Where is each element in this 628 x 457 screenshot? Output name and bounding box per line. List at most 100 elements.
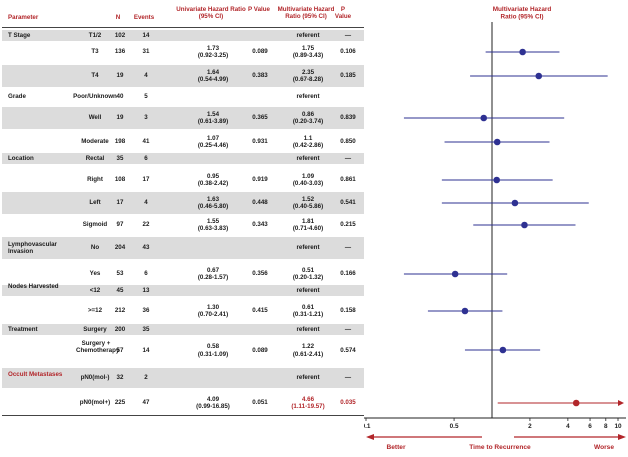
header-p_uni: P Value: [248, 6, 270, 13]
point-marker: [493, 176, 501, 184]
cell-uci: (0.46-5.80): [197, 203, 229, 210]
cell-level: Yes: [89, 270, 101, 278]
cell-events: 31: [142, 48, 150, 56]
ci-arrow: [618, 400, 624, 406]
cell-uci: (0.61-3.89): [197, 118, 229, 125]
cell-mhr: 4.66: [301, 395, 315, 403]
cell-n: 198: [114, 138, 126, 146]
table-row: Sigmoid 97 22 1.55 (0.63-3.83) 0.343 1.81 (0.71…: [2, 214, 364, 236]
cell-level: No: [90, 244, 100, 252]
cell-mhr: referent: [296, 154, 320, 162]
cell-mhr: 0.51: [301, 266, 315, 274]
cell-param: Occult Metastases: [8, 370, 63, 378]
cell-up: 0.089: [252, 48, 268, 56]
header-p_multi: P Value: [334, 6, 352, 21]
cell-uci: (0.92-3.25): [197, 52, 229, 59]
cell-mp: 0.185: [340, 72, 356, 80]
cell-n: 35: [116, 154, 124, 162]
cell-level: Sigmoid: [82, 221, 108, 229]
cell-level: T1/2: [88, 31, 102, 39]
chart-title: Multivariate Hazard Ratio (95% CI): [493, 6, 552, 21]
cell-up: 0.365: [252, 114, 268, 122]
cell-mhr: 2.35: [301, 68, 315, 76]
cell-level: Surgery + Chemotherapy: [76, 339, 120, 354]
cell-mhr: 0.61: [301, 303, 315, 311]
cell-mci: (0.89-3.43): [292, 52, 324, 59]
cell-events: 43: [142, 244, 150, 252]
x-tick-label: 6: [588, 423, 592, 430]
cell-up: 0.343: [252, 221, 268, 229]
cell-mhr: referent: [296, 374, 320, 382]
x-tick-label: 8: [604, 423, 608, 430]
cell-mhr: 1.52: [301, 195, 315, 203]
cell-events: 2: [144, 374, 148, 382]
table-row: Yes 53 6 0.67 (0.28-1.57) 0.356 0.51 (0.20-1.32…: [2, 263, 364, 285]
cell-mp: 0.106: [340, 48, 356, 56]
cell-level: Poor/Unknown: [73, 92, 117, 100]
cell-mci: (0.20-1.32): [292, 274, 324, 281]
point-marker: [480, 114, 488, 122]
cell-n: 53: [116, 270, 124, 278]
cell-mp: 0.215: [340, 221, 356, 229]
cell-mhr: referent: [296, 325, 320, 333]
cell-mp: 0.839: [340, 114, 356, 122]
cell-up: 0.931: [252, 138, 268, 146]
cell-uhr: 1.54: [206, 110, 220, 118]
cell-mp: —: [344, 154, 352, 162]
cell-n: 200: [114, 325, 126, 333]
cell-mci: (0.42-2.86): [292, 142, 324, 149]
cell-param: Grade: [8, 92, 26, 100]
table-row: Nodes Harvested <12 45 13 referent: [2, 283, 364, 296]
cell-uci: (0.99-16.85): [196, 403, 230, 410]
point-marker: [521, 221, 528, 229]
cell-mci: (0.40-3.03): [292, 180, 324, 187]
cell-level: Moderate: [81, 138, 109, 146]
cell-mp: 0.574: [340, 346, 356, 354]
cell-mp: —: [344, 374, 352, 382]
better-label: Better: [386, 444, 405, 451]
cell-mci: (0.40-5.86): [292, 203, 324, 210]
cell-n: 32: [116, 374, 124, 382]
cell-level: Rectal: [85, 154, 105, 162]
point-marker: [499, 346, 507, 354]
cell-mci: (0.20-3.74): [292, 118, 324, 125]
cell-mp: —: [344, 325, 352, 333]
cell-mci: (0.71-4.60): [292, 225, 324, 232]
table-row: >=12 212 36 1.30 (0.70-2.41) 0.415 0.61 (0.31-1…: [2, 300, 364, 322]
cell-mhr: referent: [296, 92, 320, 100]
cell-events: 41: [142, 138, 150, 146]
cell-n: 57: [116, 346, 124, 354]
cell-mp: 0.850: [340, 138, 356, 146]
cell-level: Well: [88, 114, 102, 122]
cell-events: 4: [144, 199, 148, 207]
cell-uci: (0.63-3.83): [197, 225, 229, 232]
cell-n: 136: [114, 48, 126, 56]
table-row: Lymphovascular Invasion No 204 43 referent —: [2, 237, 364, 259]
cell-mhr: 1.75: [301, 44, 315, 52]
cell-events: 13: [142, 286, 150, 294]
header-rule: [2, 27, 364, 28]
cell-events: 17: [142, 176, 150, 184]
cell-n: 97: [116, 221, 124, 229]
cell-up: 0.089: [252, 346, 268, 354]
cell-mhr: referent: [296, 31, 320, 39]
cell-mci: (1.11-19.57): [291, 403, 325, 410]
cell-uhr: 0.58: [206, 343, 220, 351]
cell-uhr: 1.64: [206, 68, 220, 76]
point-marker: [535, 72, 543, 80]
x-tick-label: 2: [528, 423, 532, 430]
cell-mhr: 1.81: [301, 217, 315, 225]
header-n: N: [115, 14, 121, 21]
cell-n: 204: [114, 244, 126, 252]
cell-up: 0.919: [252, 176, 268, 184]
cell-uci: (0.25-4.46): [197, 142, 229, 149]
cell-up: 0.448: [252, 199, 268, 207]
cell-uci: (0.28-1.57): [197, 274, 229, 281]
cell-events: 14: [142, 346, 150, 354]
cell-uhr: 0.67: [206, 266, 220, 274]
cell-up: 0.383: [252, 72, 268, 80]
cell-mhr: referent: [296, 286, 320, 294]
header-multivariate: Multivariate Hazard Ratio (95% CI): [277, 6, 335, 21]
cell-uhr: 1.73: [206, 44, 220, 52]
